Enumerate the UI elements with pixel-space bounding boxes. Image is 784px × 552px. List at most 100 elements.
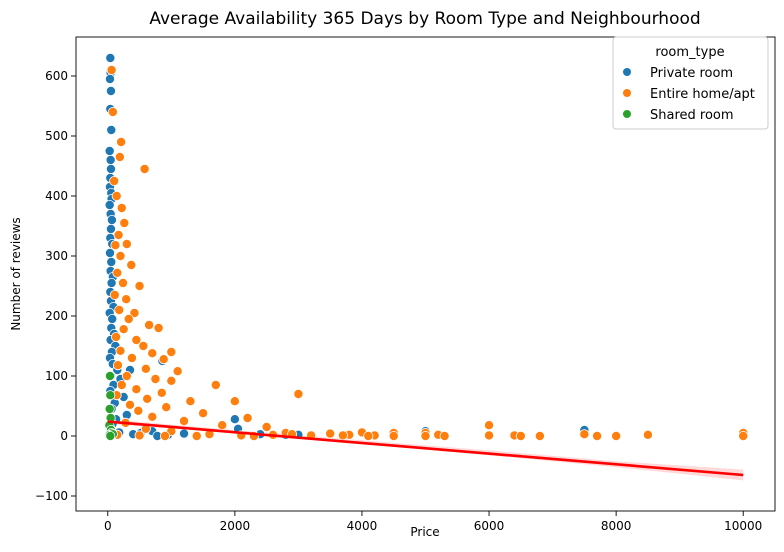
data-point xyxy=(106,65,117,76)
data-point xyxy=(144,319,155,330)
legend-label: Private room xyxy=(650,66,733,81)
regression-layer xyxy=(107,420,744,477)
legend-entry: Private room xyxy=(623,66,733,81)
data-point xyxy=(121,238,132,249)
data-point xyxy=(134,430,145,441)
data-point xyxy=(337,430,348,441)
data-point xyxy=(592,430,603,441)
data-point xyxy=(115,250,126,261)
data-point xyxy=(363,430,374,441)
data-point xyxy=(217,420,228,431)
data-point xyxy=(126,352,137,363)
data-point xyxy=(150,373,161,384)
y-axis-ticks: −100 0 100 200 300 400 500 600 xyxy=(35,69,76,503)
data-point xyxy=(106,125,117,136)
data-point xyxy=(104,247,115,258)
data-point xyxy=(113,229,124,240)
data-point xyxy=(484,420,495,431)
data-point xyxy=(109,289,120,300)
regression-line xyxy=(107,420,744,477)
data-point xyxy=(106,277,117,288)
data-point xyxy=(131,384,142,395)
data-point xyxy=(105,86,116,97)
data-point xyxy=(116,136,127,147)
data-point xyxy=(105,154,116,165)
data-point xyxy=(611,430,622,441)
legend-label: Entire home/apt xyxy=(650,87,755,102)
data-point xyxy=(172,366,183,377)
y-tick-label: −100 xyxy=(35,489,68,503)
data-point xyxy=(293,388,304,399)
data-point xyxy=(114,304,125,315)
data-point xyxy=(229,414,240,425)
series-entire-home-apt xyxy=(106,65,749,441)
data-point xyxy=(118,277,129,288)
data-point xyxy=(388,430,399,441)
x-tick-label: 8000 xyxy=(601,519,632,533)
plot-frame xyxy=(75,36,776,512)
data-point xyxy=(179,428,190,439)
data-point xyxy=(126,259,137,270)
data-point xyxy=(140,363,151,374)
y-tick-label: 600 xyxy=(45,69,68,83)
data-point xyxy=(325,428,336,439)
data-point xyxy=(229,396,240,407)
data-point xyxy=(121,294,132,305)
legend-label: Shared room xyxy=(650,108,734,123)
data-point xyxy=(534,430,545,441)
data-point xyxy=(106,214,117,225)
data-point xyxy=(105,390,116,401)
data-point xyxy=(104,145,115,156)
data-point xyxy=(116,202,127,213)
data-point xyxy=(738,430,749,441)
legend: room_type Private room Entire home/apt Sha… xyxy=(612,36,769,130)
data-point xyxy=(242,412,253,423)
data-point xyxy=(153,322,164,333)
data-point xyxy=(112,360,123,371)
data-point xyxy=(210,379,221,390)
y-axis-label: Number of reviews xyxy=(9,217,23,330)
data-point xyxy=(111,331,122,342)
data-point xyxy=(261,421,272,432)
data-point xyxy=(119,217,130,228)
data-point xyxy=(159,430,170,441)
x-axis-ticks: 0 2000 4000 6000 8000 10000 xyxy=(104,511,762,533)
x-tick-label: 4000 xyxy=(347,519,378,533)
data-point xyxy=(158,354,169,365)
legend-marker xyxy=(623,89,631,97)
data-point xyxy=(118,324,129,335)
y-tick-label: 100 xyxy=(45,369,68,383)
data-point xyxy=(109,175,120,186)
data-point xyxy=(515,430,526,441)
data-point xyxy=(185,396,196,407)
x-tick-label: 10000 xyxy=(724,519,762,533)
x-axis-label: Price xyxy=(410,525,439,539)
data-point xyxy=(107,107,118,118)
points-layer xyxy=(104,53,749,441)
x-tick-label: 0 xyxy=(104,519,112,533)
data-point xyxy=(105,223,116,234)
y-tick-label: 0 xyxy=(60,429,68,443)
data-point xyxy=(420,430,431,441)
chart-title: Average Availability 365 Days by Room Ty… xyxy=(149,9,700,29)
data-point xyxy=(129,307,140,318)
data-point xyxy=(104,199,115,210)
series-private-room xyxy=(104,53,590,441)
data-point xyxy=(579,429,590,440)
data-point xyxy=(104,74,115,85)
legend-entry: Entire home/apt xyxy=(623,87,755,102)
data-point xyxy=(123,313,134,324)
data-point xyxy=(105,430,116,441)
y-tick-label: 500 xyxy=(45,129,68,143)
data-point xyxy=(166,346,177,357)
data-point xyxy=(121,370,132,381)
data-point xyxy=(104,370,115,381)
data-point xyxy=(142,393,153,404)
legend-entry: Shared room xyxy=(623,108,734,123)
legend-marker xyxy=(623,110,631,118)
data-point xyxy=(179,415,190,426)
y-tick-label: 300 xyxy=(45,249,68,263)
data-point xyxy=(111,190,122,201)
data-point xyxy=(110,240,121,251)
